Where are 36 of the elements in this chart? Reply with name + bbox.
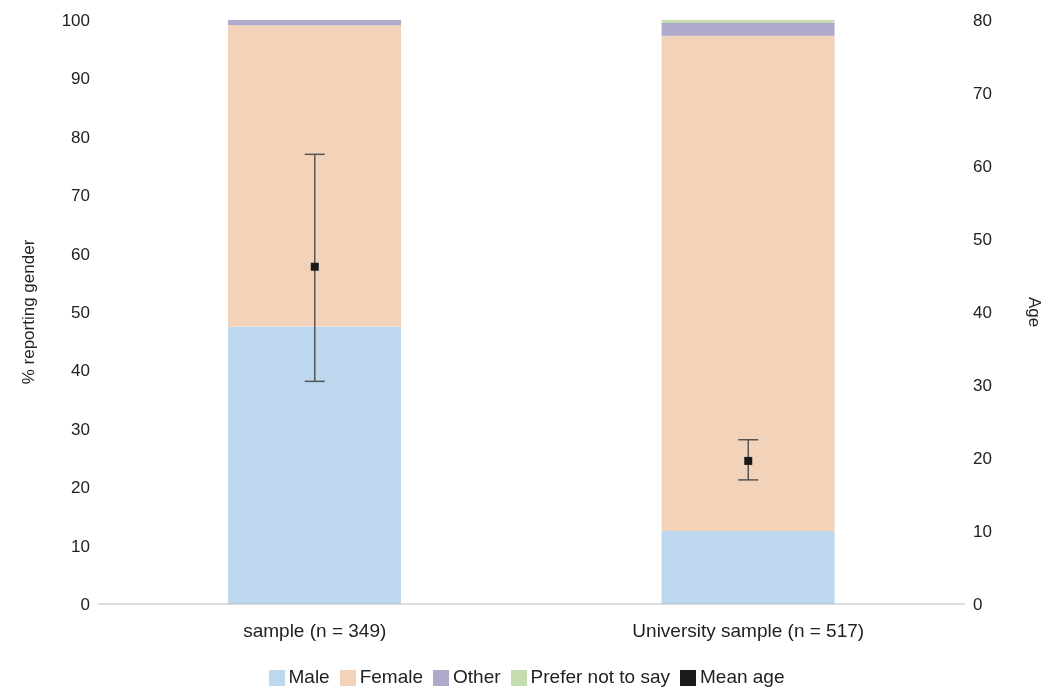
bar <box>661 22 835 36</box>
y-tick-label: 50 <box>71 303 90 323</box>
legend-label: Female <box>359 666 424 687</box>
y-tick-label: 80 <box>71 127 90 147</box>
y2-tick-label: 10 <box>973 522 992 542</box>
y-tick-label: 40 <box>71 361 90 381</box>
x-tick-label: University sample (n = 517) <box>632 620 865 642</box>
y2-tick-label: 50 <box>973 230 992 250</box>
y2-tick-label: 60 <box>973 157 992 177</box>
legend-label: Male <box>288 666 330 687</box>
legend-label: Prefer not to say <box>530 666 670 687</box>
y-tick-label: 90 <box>71 69 90 89</box>
bar <box>228 20 402 26</box>
bar <box>661 20 835 23</box>
y2-tick-label: 20 <box>973 449 992 469</box>
bar <box>228 25 402 327</box>
y-tick-label: 30 <box>71 419 90 439</box>
legend-label: Other <box>453 666 501 687</box>
y2-tick-label: 30 <box>973 376 992 396</box>
bar <box>661 35 835 531</box>
y2-axis-title: Age <box>1024 296 1044 328</box>
y-tick-label: 70 <box>71 186 90 206</box>
bar <box>661 531 835 604</box>
legend-label: Mean age <box>699 666 785 687</box>
y2-tick-label: 40 <box>973 303 992 323</box>
y-axis-title: % reporting gender <box>19 239 39 385</box>
y2-tick-label: 70 <box>973 84 992 104</box>
y-tick-label: 20 <box>71 478 90 498</box>
y2-tick-label: 0 <box>973 595 983 615</box>
y-tick-label: 100 <box>61 11 90 31</box>
y-tick-label: 0 <box>80 595 90 615</box>
x-tick-label: sample (n = 349) <box>243 620 387 642</box>
y-tick-label: 10 <box>71 536 90 556</box>
y-tick-label: 60 <box>71 244 90 264</box>
bar <box>228 326 402 604</box>
y2-tick-label: 80 <box>973 11 992 31</box>
